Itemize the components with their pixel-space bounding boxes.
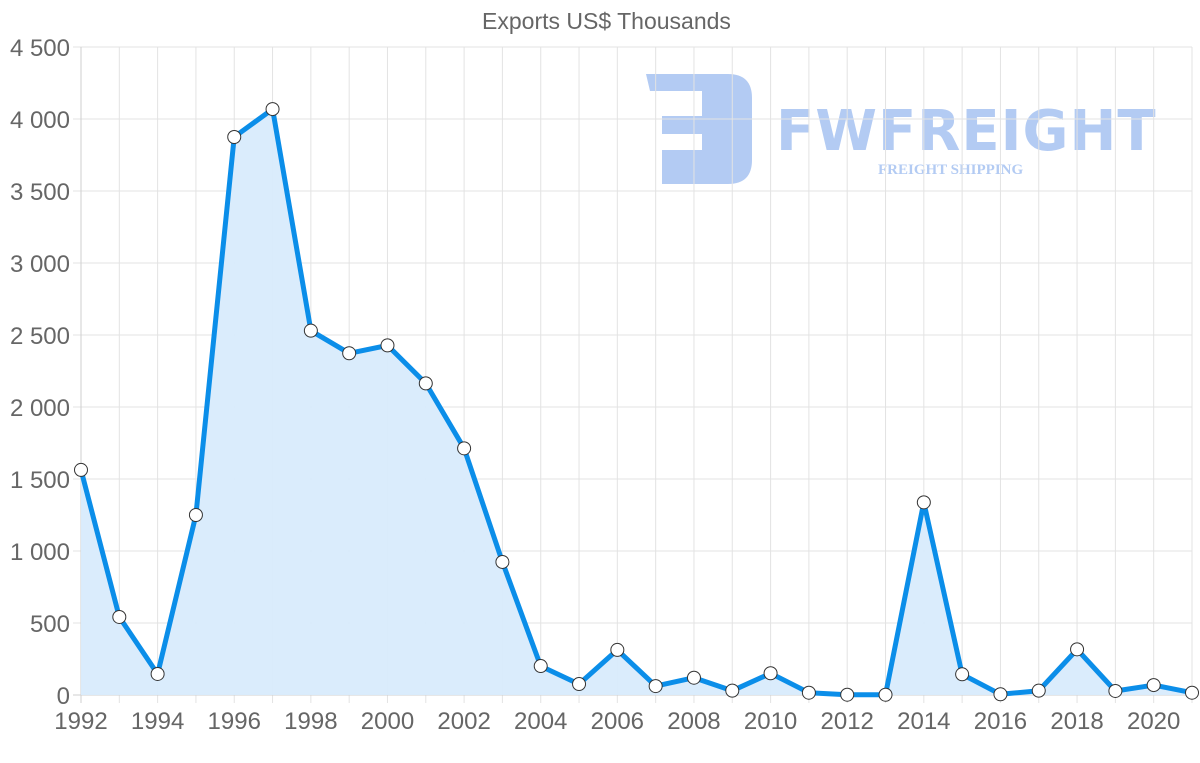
watermark-brand: FWFREIGHT bbox=[776, 99, 1157, 164]
y-tick-label: 3 500 bbox=[10, 179, 70, 206]
data-point[interactable] bbox=[686, 670, 701, 685]
data-point[interactable] bbox=[993, 687, 1008, 702]
y-tick-label: 4 000 bbox=[10, 107, 70, 134]
data-point[interactable] bbox=[342, 346, 357, 361]
data-point[interactable] bbox=[648, 679, 663, 694]
x-tick-label: 2018 bbox=[1050, 708, 1103, 735]
y-tick-label: 1 000 bbox=[10, 539, 70, 566]
data-point[interactable] bbox=[495, 554, 510, 569]
data-point[interactable] bbox=[418, 376, 433, 391]
x-axis-labels: 1992 1994 1996 1998 2000 2002 2004 2006 2008 2010… bbox=[54, 708, 1180, 735]
data-point[interactable] bbox=[840, 687, 855, 702]
data-point[interactable] bbox=[457, 441, 472, 456]
x-tick-label: 1996 bbox=[208, 708, 261, 735]
y-tick-label: 500 bbox=[30, 611, 70, 638]
data-point[interactable] bbox=[74, 462, 88, 477]
watermark-tagline: FREIGHT SHIPPING bbox=[878, 162, 1023, 178]
x-tick-label: 2002 bbox=[437, 708, 490, 735]
data-point[interactable] bbox=[801, 685, 816, 700]
y-tick-label: 0 bbox=[57, 683, 70, 710]
x-tick-label: 2008 bbox=[667, 708, 720, 735]
data-point[interactable] bbox=[1146, 678, 1161, 693]
brand-watermark: FWFREIGHT FREIGHT SHIPPING bbox=[646, 74, 1157, 184]
x-tick-label: 1998 bbox=[284, 708, 337, 735]
x-tick-label: 2004 bbox=[514, 708, 567, 735]
data-point[interactable] bbox=[265, 102, 280, 117]
x-tick-label: 2012 bbox=[821, 708, 874, 735]
fw-logo-icon bbox=[646, 74, 752, 184]
data-point[interactable] bbox=[1185, 685, 1199, 700]
x-tick-label: 1994 bbox=[131, 708, 184, 735]
data-point[interactable] bbox=[112, 609, 127, 624]
data-point[interactable] bbox=[227, 130, 242, 144]
y-tick-label: 2 000 bbox=[10, 395, 70, 422]
data-point[interactable] bbox=[188, 508, 203, 522]
x-tick-label: 2010 bbox=[744, 708, 797, 735]
y-axis-labels: 0 500 1 000 1 500 2 000 2 500 3 000 3 500 4 000 4… bbox=[10, 35, 70, 710]
y-tick-label: 4 500 bbox=[10, 35, 70, 62]
data-point[interactable] bbox=[1108, 683, 1123, 698]
data-point[interactable] bbox=[150, 666, 165, 681]
data-point[interactable] bbox=[610, 642, 625, 657]
data-point[interactable] bbox=[1070, 642, 1085, 657]
area-fill bbox=[81, 109, 1192, 696]
x-tick-label: 2006 bbox=[591, 708, 644, 735]
x-tick-label: 1992 bbox=[54, 708, 107, 735]
data-point[interactable] bbox=[955, 667, 970, 682]
x-tick-label: 2000 bbox=[361, 708, 414, 735]
data-point[interactable] bbox=[878, 687, 893, 702]
y-tick-label: 1 500 bbox=[10, 467, 70, 494]
x-tick-label: 2014 bbox=[897, 708, 950, 735]
data-point[interactable] bbox=[763, 666, 778, 681]
data-point[interactable] bbox=[533, 659, 548, 674]
y-tick-label: 3 000 bbox=[10, 251, 70, 278]
data-point[interactable] bbox=[916, 495, 931, 510]
x-tick-label: 2016 bbox=[974, 708, 1027, 735]
x-tick-label: 2020 bbox=[1127, 708, 1180, 735]
data-point[interactable] bbox=[725, 683, 740, 698]
data-point[interactable] bbox=[380, 338, 395, 353]
data-points bbox=[74, 102, 1199, 702]
data-point[interactable] bbox=[303, 323, 318, 338]
data-point[interactable] bbox=[1031, 683, 1046, 698]
y-tick-label: 2 500 bbox=[10, 323, 70, 350]
data-point[interactable] bbox=[572, 677, 587, 692]
chart-title: Exports US$ Thousands bbox=[482, 8, 731, 34]
